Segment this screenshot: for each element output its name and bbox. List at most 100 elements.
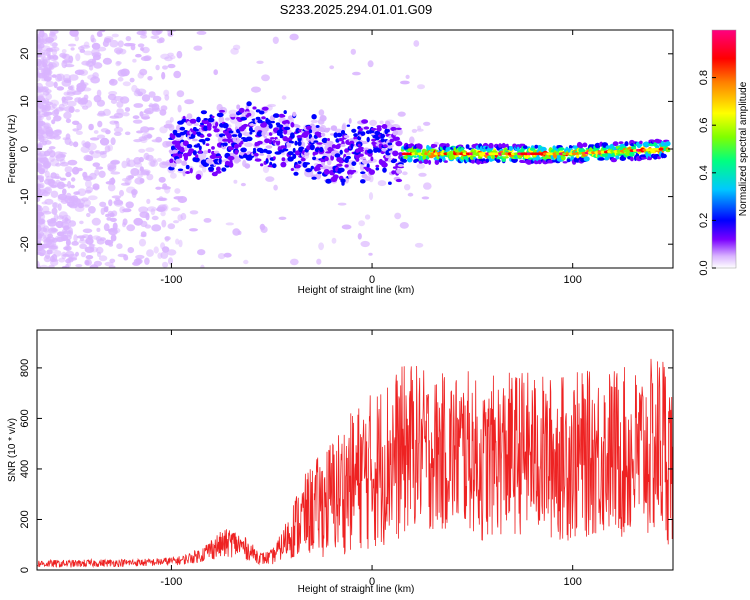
spectrogram-cell — [93, 260, 102, 267]
spectrogram-cell — [184, 146, 188, 152]
spectrogram-cell — [51, 48, 58, 56]
spectrogram-cell — [110, 171, 121, 175]
colorbar: 0.0 0.2 0.4 0.6 0.8 Normalized spectral ampl… — [698, 29, 749, 276]
spectrogram-cell — [122, 222, 126, 228]
spectrogram-cell — [414, 242, 424, 248]
spectrogram-cell — [61, 49, 67, 54]
spectrogram-cell — [244, 163, 251, 169]
spectrogram-cell — [61, 96, 66, 102]
spectrogram-cell — [281, 114, 286, 118]
spectrogram-cell — [45, 140, 52, 145]
spectrogram-cell — [95, 166, 104, 170]
spectrogram-cell — [371, 138, 377, 142]
spectrogram-cell — [204, 137, 211, 142]
spectrogram-cell — [360, 131, 366, 137]
spectrogram-cell — [275, 139, 281, 146]
spectrogram-cell — [240, 116, 248, 121]
spectrogram-cell — [143, 134, 151, 139]
spectrogram-cell — [289, 258, 299, 266]
spectrogram-cell — [74, 109, 80, 113]
spectrogram-cell — [37, 204, 40, 210]
spectrogram-cell — [38, 38, 45, 44]
spectrogram-cell — [612, 141, 619, 147]
spectrogram-cell — [87, 195, 98, 201]
spectrogram-cell — [370, 127, 377, 131]
spectrogram-cell — [409, 136, 415, 145]
spectrogram-cell — [310, 123, 315, 127]
spectrogram-cell — [52, 202, 58, 209]
spectrogram-cell — [67, 257, 78, 261]
spectrogram-cell — [113, 131, 122, 136]
spectrogram-cell — [41, 45, 51, 52]
spectrogram-cell — [189, 167, 193, 174]
spectrogram-cell — [243, 259, 249, 265]
spectrogram-cell — [65, 171, 72, 178]
spectrogram-cell — [140, 56, 151, 62]
spectrogram-cell — [37, 109, 42, 115]
spectrogram-cell — [359, 156, 366, 160]
spectrogram-cell — [65, 263, 70, 268]
spectrogram-cell — [49, 258, 59, 262]
y-tick-label: 20 — [19, 48, 31, 60]
spectrogram-cell — [428, 159, 432, 165]
spectrogram-marks — [37, 30, 671, 268]
spectrogram-cell — [179, 147, 186, 153]
spectrogram-cell — [68, 227, 73, 236]
spectrogram-cell — [102, 57, 112, 65]
spectrogram-cell — [89, 243, 95, 250]
spectrogram-cell — [159, 109, 167, 116]
spectrogram-cell — [250, 129, 255, 133]
spectrogram-cell — [233, 143, 239, 150]
spectrogram-cell — [96, 112, 106, 117]
spectrogram-cell — [139, 166, 144, 172]
spectrogram-cell — [47, 53, 52, 61]
spectrogram-cell — [639, 143, 643, 147]
spectrogram-cell — [63, 246, 69, 251]
spectrogram-cell — [341, 224, 352, 230]
spectrogram-cell — [150, 160, 156, 167]
spectrogram-cell — [295, 127, 301, 134]
spectrogram-cell — [161, 71, 166, 80]
spectrogram-cell — [103, 223, 110, 232]
spectrogram-cell — [170, 172, 177, 179]
x-tick-label: 0 — [369, 576, 375, 588]
spectrogram-cell — [65, 192, 72, 200]
spectrogram-cell — [597, 157, 605, 161]
spectrogram-cell — [312, 156, 317, 161]
spectrogram-cell — [37, 122, 45, 126]
spectrogram-cell — [233, 179, 238, 184]
spectrogram-cell — [246, 112, 252, 117]
spectrogram-cell — [191, 138, 198, 142]
spectrogram-cell — [361, 119, 369, 124]
spectrogram-cell — [37, 134, 41, 142]
spectrogram-cell — [630, 156, 634, 162]
colorbar-tick-label: 0.6 — [698, 118, 710, 133]
spectrogram-cell — [315, 125, 320, 128]
spectrogram-cell — [120, 182, 131, 186]
spectrogram-cell — [367, 149, 373, 154]
spectrogram-cell — [91, 217, 101, 226]
spectrogram-cell — [108, 227, 118, 236]
spectrogram-cell — [536, 154, 540, 159]
spectrogram-cell — [320, 132, 326, 137]
spectrogram-cell — [42, 161, 51, 169]
spectrogram-cell — [111, 195, 122, 199]
spectrogram-cell — [48, 61, 53, 70]
spectrogram-cell — [198, 150, 203, 154]
spectrogram-cell — [289, 33, 299, 41]
spectrogram-cell — [394, 212, 402, 220]
spectrogram-cell — [223, 142, 228, 147]
spectrogram-cell — [334, 153, 341, 158]
spectrogram-cell — [132, 115, 140, 120]
spectrogram-cell — [150, 35, 160, 39]
spectrogram-cell — [238, 107, 245, 113]
x-tick-label: -100 — [160, 274, 182, 286]
spectrogram-cell — [295, 124, 301, 128]
snr-panel: -100 0 100 0 200 400 600 800 Height of straight… — [7, 329, 674, 595]
spectrogram-cell — [126, 224, 136, 232]
spectrogram-cell — [284, 123, 290, 128]
spectrogram-cell — [317, 132, 322, 137]
spectrogram-cell — [107, 183, 116, 192]
spectrogram-cell — [126, 175, 134, 181]
spectrogram-cell — [270, 137, 275, 140]
